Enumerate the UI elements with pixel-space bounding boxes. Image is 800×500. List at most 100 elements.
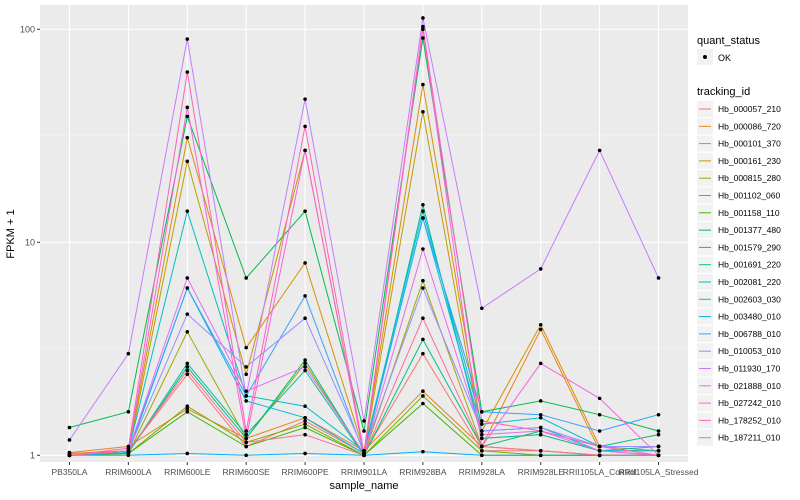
data-point	[67, 453, 72, 458]
data-point	[244, 399, 248, 403]
data-point	[185, 407, 190, 411]
data-point	[303, 261, 307, 265]
data-point	[421, 394, 425, 398]
data-point	[303, 124, 307, 129]
data-point	[126, 453, 131, 458]
x-tick-label: RRIM928BA	[399, 467, 447, 477]
data-point	[480, 422, 484, 426]
x-tick-label: RRIM600LE	[164, 467, 211, 477]
data-point	[480, 432, 484, 437]
legend-color-title: tracking_id	[697, 86, 750, 98]
data-point	[597, 148, 602, 153]
data-point	[597, 453, 602, 458]
legend-label: Hb_001158_110	[718, 208, 780, 218]
data-point	[303, 148, 307, 153]
legend-label: Hb_187211_010	[718, 433, 781, 443]
data-point	[185, 114, 190, 119]
data-point	[244, 453, 248, 458]
x-tick-label: RRIM928LA	[459, 467, 506, 477]
legend-label: Hb_000161_230	[718, 156, 781, 166]
data-point	[185, 37, 190, 41]
data-point	[185, 70, 190, 74]
data-point	[303, 358, 307, 362]
data-point	[421, 24, 425, 29]
data-point	[538, 453, 543, 458]
data-point	[244, 365, 248, 369]
data-point	[185, 451, 190, 456]
data-point	[597, 448, 602, 453]
data-point	[303, 368, 307, 373]
legend-label: Hb_010053_010	[718, 346, 781, 356]
data-point	[303, 316, 307, 321]
legend-label: Hb_002081_220	[718, 277, 781, 287]
legend-label: Hb_000057_210	[718, 104, 781, 114]
data-point	[244, 436, 248, 441]
data-point	[421, 27, 425, 32]
legend-label: Hb_021888_010	[718, 381, 781, 391]
data-point	[244, 372, 248, 377]
data-point	[126, 448, 131, 453]
data-point	[126, 351, 131, 356]
data-point	[421, 36, 425, 40]
data-point	[538, 415, 543, 420]
data-point	[185, 410, 190, 414]
x-tick-label: RRIM600PE	[281, 467, 329, 477]
y-tick-label: 100	[20, 24, 35, 34]
data-point	[656, 429, 661, 433]
data-point	[126, 446, 131, 450]
legend-label: Hb_000086_720	[718, 121, 781, 131]
data-point	[421, 82, 425, 87]
data-point	[597, 429, 602, 433]
data-point	[538, 448, 543, 453]
data-point	[303, 425, 307, 430]
data-point	[538, 425, 543, 430]
data-point	[538, 432, 543, 437]
data-point	[303, 451, 307, 456]
data-point	[303, 404, 307, 408]
data-point	[244, 276, 248, 280]
legend-point-icon	[703, 55, 707, 59]
data-point	[244, 345, 248, 350]
legend-shape-label: OK	[718, 53, 731, 63]
legend-label: Hb_002603_030	[718, 294, 781, 304]
data-point	[244, 389, 248, 393]
data-point	[244, 440, 248, 445]
data-point	[656, 453, 661, 458]
x-tick-label: PB350LA	[51, 467, 87, 477]
data-point	[185, 404, 190, 408]
legend-label: Hb_000101_370	[718, 139, 781, 149]
data-point	[244, 394, 248, 398]
legend-label: Hb_011930_170	[718, 364, 781, 374]
data-point	[303, 422, 307, 426]
data-point	[185, 209, 190, 213]
data-point	[421, 247, 425, 251]
data-point	[480, 306, 484, 311]
data-point	[362, 429, 366, 433]
data-point	[303, 361, 307, 366]
data-point	[480, 419, 484, 423]
data-point	[421, 351, 425, 356]
data-point	[303, 419, 307, 423]
data-point	[185, 365, 190, 369]
legend-label: Hb_003480_010	[718, 312, 781, 322]
data-point	[185, 329, 190, 334]
data-point	[303, 415, 307, 420]
data-point	[480, 436, 484, 441]
data-point	[185, 159, 190, 164]
data-point	[185, 286, 190, 290]
legend-label: Hb_001579_290	[718, 242, 781, 252]
data-point	[303, 294, 307, 298]
x-tick-label: RRIM901LA	[341, 467, 388, 477]
data-point	[597, 444, 602, 449]
data-point	[421, 109, 425, 114]
y-axis-title: FPKM + 1	[5, 209, 17, 258]
data-point	[421, 401, 425, 406]
data-point	[656, 444, 661, 449]
data-point	[421, 389, 425, 393]
data-point	[480, 444, 484, 449]
data-point	[362, 448, 366, 453]
data-point	[480, 429, 484, 433]
data-point	[126, 410, 131, 414]
legend-label: Hb_178252_010	[718, 415, 781, 425]
